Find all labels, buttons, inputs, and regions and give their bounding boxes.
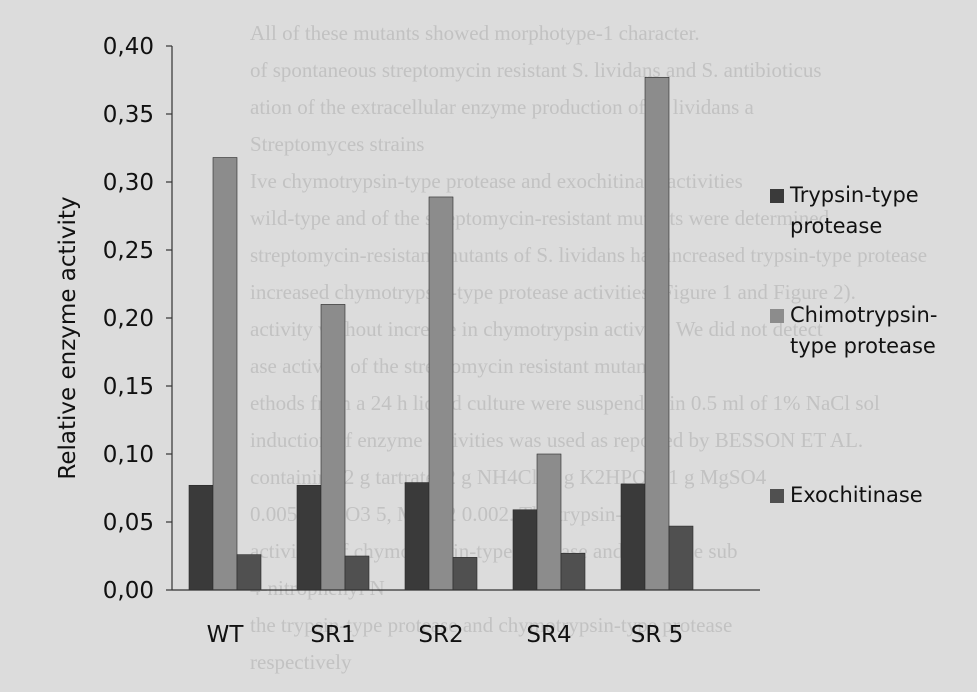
bar-sr4-series-2 [560, 552, 586, 591]
y-tick-label: 0,15 [103, 374, 154, 400]
x-tick-label: SR4 [526, 622, 571, 648]
legend-label: Chimotrypsin-type protease [790, 303, 938, 358]
bar-sr2-series-2 [452, 557, 478, 591]
y-tick-label: 0,05 [103, 510, 154, 536]
bar-sr5-series-1 [644, 76, 670, 591]
bar-sr2-series-1 [428, 196, 454, 591]
y-tick-label: 0,40 [103, 34, 154, 60]
bar-sr4-series-1 [536, 453, 562, 591]
bar-sr5-series-0 [620, 483, 646, 591]
x-tick-labels: WT SR1 SR2 SR4 SR 5 [207, 622, 684, 648]
y-tick-label: 0,30 [103, 170, 154, 196]
y-axis-label: Relative enzyme activity [55, 196, 81, 479]
x-tick-label: SR1 [310, 622, 355, 648]
y-tick-label: 0,20 [103, 306, 154, 332]
bar-sr1-series-0 [296, 484, 322, 591]
axes-group [166, 45, 760, 591]
bar-sr2-series-0 [404, 482, 430, 591]
y-tick-label: 0,10 [103, 442, 154, 468]
legend-label: Exochitinase [790, 483, 923, 507]
bar-sr1-series-2 [344, 555, 370, 591]
bar-wt-series-2 [236, 554, 262, 591]
legend-item: Chimotrypsin-type protease [770, 300, 970, 362]
legend-swatch [770, 309, 784, 323]
y-tick-labels: 0,00 0,05 0,10 0,15 0,20 0,25 0,30 0,35 0,40 [103, 34, 154, 604]
bar-wt-series-0 [188, 484, 214, 591]
x-tick-label: WT [207, 622, 245, 648]
y-tick-label: 0,00 [103, 578, 154, 604]
legend-item: Exochitinase [770, 480, 970, 511]
bar-sr4-series-0 [512, 509, 538, 591]
legend-item: Trypsin-type protease [770, 180, 970, 242]
bar-sr1-series-1 [320, 304, 346, 591]
y-tick-label: 0,35 [103, 102, 154, 128]
legend-swatch [770, 489, 784, 503]
legend-swatch [770, 189, 784, 203]
x-tick-label: SR2 [418, 622, 463, 648]
y-tick-label: 0,25 [103, 238, 154, 264]
bars-group [188, 76, 694, 591]
x-tick-label: SR 5 [631, 622, 684, 648]
legend-label: Trypsin-type protease [790, 183, 919, 238]
bar-sr5-series-2 [668, 525, 694, 591]
bar-wt-series-1 [212, 157, 238, 591]
